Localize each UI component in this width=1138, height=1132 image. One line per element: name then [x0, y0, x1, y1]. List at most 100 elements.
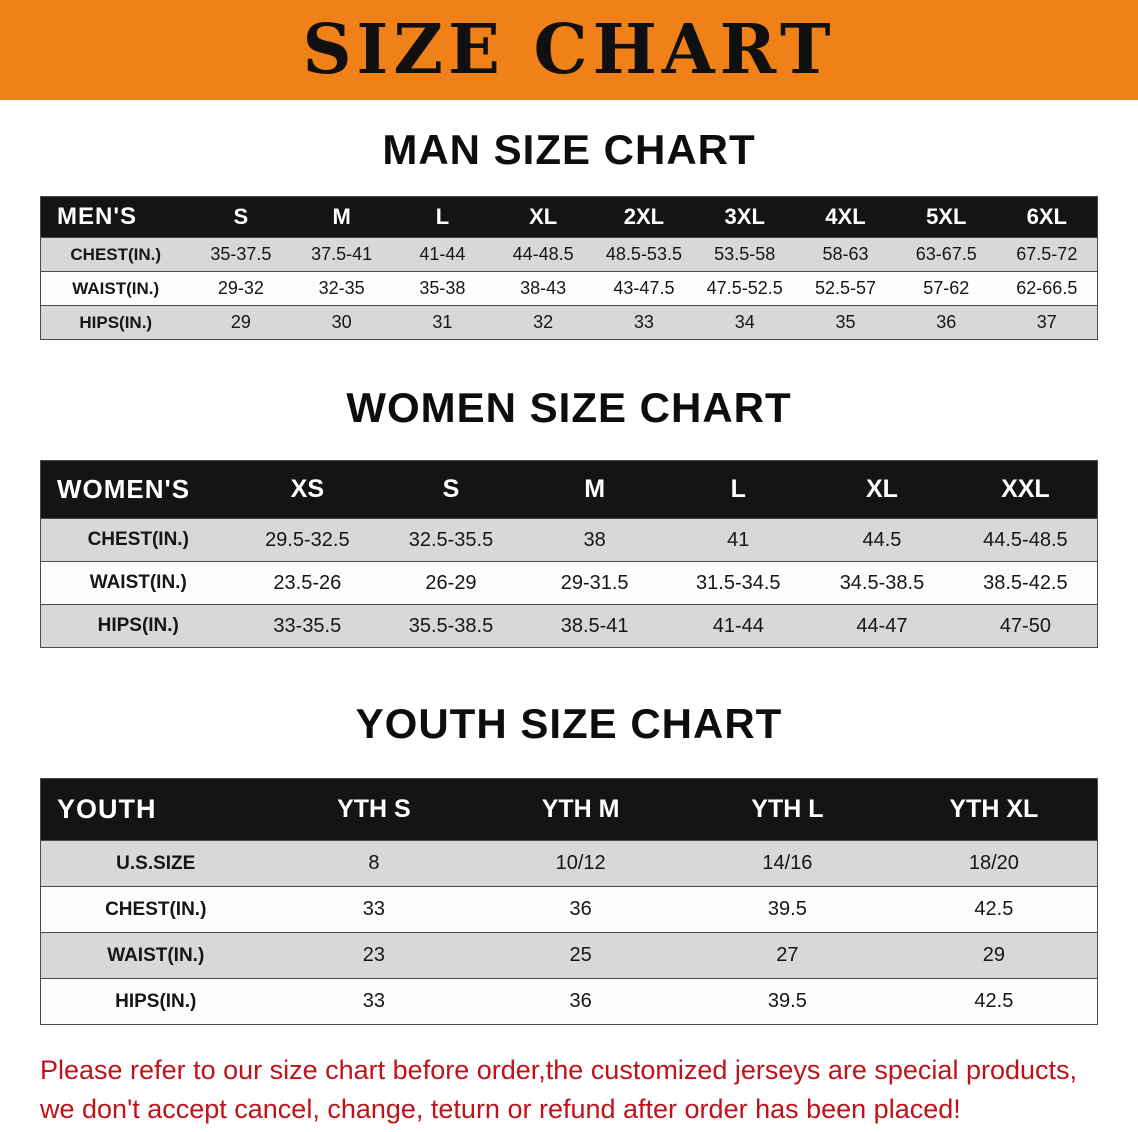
- measurement-label: HIPS(IN.): [40, 305, 191, 340]
- size-column-header: YTH L: [684, 778, 891, 841]
- size-column-header: YTH M: [477, 778, 684, 841]
- size-column-header: 3XL: [694, 196, 796, 238]
- youth-size-table: YOUTH YTH S YTH M YTH L YTH XL U.S.SIZE 8 10/12…: [40, 778, 1098, 1025]
- measurement-label: WAIST(IN.): [40, 561, 236, 605]
- size-value-cell: 37.5-41: [291, 237, 393, 272]
- size-value-cell: 39.5: [684, 978, 891, 1025]
- size-value-cell: 41-44: [392, 237, 493, 272]
- table-corner-label: YOUTH: [40, 778, 271, 841]
- size-column-header: XS: [235, 460, 380, 519]
- size-column-header: L: [666, 460, 811, 519]
- measurement-label: CHEST(IN.): [40, 237, 191, 272]
- measurement-label: WAIST(IN.): [40, 932, 271, 979]
- table-row: HIPS(IN.) 33-35.5 35.5-38.5 38.5-41 41-44 44-…: [40, 604, 1098, 648]
- size-value-cell: 35: [795, 305, 896, 340]
- men-size-section: MAN SIZE CHART MEN'S S M L XL 2XL 3XL 4XL 5XL 6XL…: [0, 100, 1138, 340]
- size-column-header: YTH S: [270, 778, 478, 841]
- size-value-cell: 26-29: [379, 561, 523, 605]
- size-value-cell: 43-47.5: [593, 271, 695, 306]
- size-column-header: 2XL: [593, 196, 695, 238]
- measurement-label: CHEST(IN.): [40, 518, 236, 562]
- size-value-cell: 36: [477, 978, 684, 1025]
- size-value-cell: 41-44: [666, 604, 811, 648]
- size-column-header: 5XL: [895, 196, 997, 238]
- disclaimer-note: Please refer to our size chart before or…: [0, 1025, 1138, 1129]
- size-value-cell: 34: [694, 305, 796, 340]
- disclaimer-line-1: Please refer to our size chart before or…: [40, 1055, 1078, 1085]
- size-value-cell: 31: [392, 305, 493, 340]
- table-row: WAIST(IN.) 23 25 27 29: [40, 932, 1098, 979]
- size-value-cell: 57-62: [895, 271, 997, 306]
- size-value-cell: 48.5-53.5: [593, 237, 695, 272]
- size-value-cell: 23.5-26: [235, 561, 380, 605]
- table-corner-label: MEN'S: [40, 196, 191, 238]
- size-value-cell: 14/16: [684, 840, 891, 887]
- size-value-cell: 10/12: [477, 840, 684, 887]
- size-value-cell: 35.5-38.5: [379, 604, 523, 648]
- size-column-header: M: [291, 196, 393, 238]
- youth-size-section: YOUTH SIZE CHART YOUTH YTH S YTH M YTH L YTH…: [0, 648, 1138, 1025]
- size-column-header: XL: [810, 460, 954, 519]
- table-header-row: YOUTH YTH S YTH M YTH L YTH XL: [40, 778, 1098, 841]
- size-value-cell: 44-48.5: [492, 237, 594, 272]
- size-column-header: 6XL: [996, 196, 1098, 238]
- men-section-heading: MAN SIZE CHART: [382, 126, 756, 173]
- size-value-cell: 25: [477, 932, 684, 979]
- size-value-cell: 35-38: [392, 271, 493, 306]
- table-row: CHEST(IN.) 29.5-32.5 32.5-35.5 38 41 44.5 44.5…: [40, 518, 1098, 562]
- women-size-table: WOMEN'S XS S M L XL XXL CHEST(IN.) 29.5-32.5 32.5…: [40, 460, 1098, 648]
- youth-section-heading: YOUTH SIZE CHART: [355, 700, 783, 747]
- size-value-cell: 38: [522, 518, 667, 562]
- measurement-label: CHEST(IN.): [40, 886, 271, 933]
- size-value-cell: 33-35.5: [235, 604, 380, 648]
- size-column-header: S: [190, 196, 292, 238]
- size-value-cell: 44.5-48.5: [953, 518, 1098, 562]
- size-value-cell: 38-43: [492, 271, 594, 306]
- size-value-cell: 29: [190, 305, 292, 340]
- size-value-cell: 30: [291, 305, 393, 340]
- size-value-cell: 47-50: [953, 604, 1098, 648]
- measurement-label: HIPS(IN.): [40, 978, 271, 1025]
- size-value-cell: 37: [996, 305, 1098, 340]
- size-value-cell: 33: [270, 886, 478, 933]
- size-column-header: XXL: [953, 460, 1098, 519]
- size-column-header: L: [392, 196, 493, 238]
- size-value-cell: 29-31.5: [522, 561, 667, 605]
- size-value-cell: 34.5-38.5: [810, 561, 954, 605]
- size-value-cell: 32: [492, 305, 594, 340]
- table-row: HIPS(IN.) 29 30 31 32 33 34 35 36 37: [40, 305, 1098, 340]
- size-value-cell: 31.5-34.5: [666, 561, 811, 605]
- size-column-header: XL: [492, 196, 594, 238]
- size-value-cell: 41: [666, 518, 811, 562]
- size-value-cell: 23: [270, 932, 478, 979]
- table-row: CHEST(IN.) 35-37.5 37.5-41 41-44 44-48.5 48.5…: [40, 237, 1098, 272]
- size-value-cell: 29-32: [190, 271, 292, 306]
- size-value-cell: 32-35: [291, 271, 393, 306]
- size-value-cell: 42.5: [890, 978, 1098, 1025]
- size-value-cell: 47.5-52.5: [694, 271, 796, 306]
- table-corner-label: WOMEN'S: [40, 460, 236, 519]
- size-value-cell: 36: [477, 886, 684, 933]
- size-value-cell: 27: [684, 932, 891, 979]
- size-value-cell: 44-47: [810, 604, 954, 648]
- table-row: U.S.SIZE 8 10/12 14/16 18/20: [40, 840, 1098, 887]
- size-value-cell: 44.5: [810, 518, 954, 562]
- size-value-cell: 33: [270, 978, 478, 1025]
- size-value-cell: 58-63: [795, 237, 896, 272]
- size-value-cell: 8: [270, 840, 478, 887]
- size-value-cell: 35-37.5: [190, 237, 292, 272]
- measurement-label: U.S.SIZE: [40, 840, 271, 887]
- size-column-header: 4XL: [795, 196, 896, 238]
- size-column-header: S: [379, 460, 523, 519]
- size-value-cell: 29: [890, 932, 1098, 979]
- women-size-section: WOMEN SIZE CHART WOMEN'S XS S M L XL XXL CHEST(…: [0, 340, 1138, 648]
- size-value-cell: 52.5-57: [795, 271, 896, 306]
- size-value-cell: 29.5-32.5: [235, 518, 380, 562]
- table-header-row: MEN'S S M L XL 2XL 3XL 4XL 5XL 6XL: [40, 196, 1098, 238]
- table-row: CHEST(IN.) 33 36 39.5 42.5: [40, 886, 1098, 933]
- disclaimer-line-2: we don't accept cancel, change, teturn o…: [40, 1094, 961, 1125]
- size-value-cell: 38.5-42.5: [953, 561, 1098, 605]
- women-section-heading: WOMEN SIZE CHART: [346, 384, 792, 431]
- measurement-label: HIPS(IN.): [40, 604, 236, 648]
